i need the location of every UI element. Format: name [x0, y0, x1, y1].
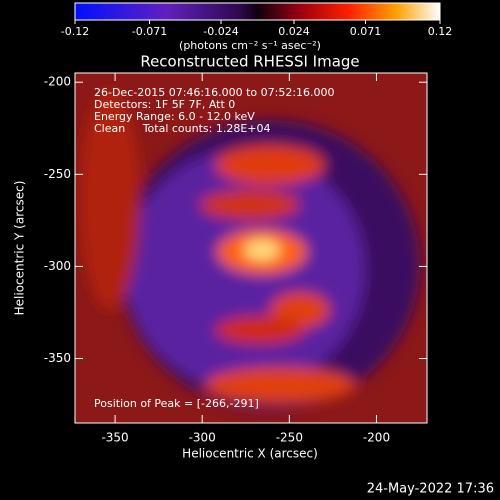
x-tick-label: -350: [101, 431, 128, 445]
y-tick-label: -300: [44, 259, 71, 273]
x-tick-label: -200: [363, 431, 390, 445]
x-axis-label: Heliocentric X (arcsec): [182, 447, 318, 461]
colorbar-tick-label: -0.071: [132, 25, 167, 38]
plot-frame: [74, 72, 428, 424]
colorbar-tick-label: -0.024: [203, 25, 238, 38]
image: [75, 73, 427, 423]
y-tick-label: -350: [44, 351, 71, 365]
annotations: 26-Dec-2015 07:46:16.000 to 07:52:16.000…: [94, 86, 335, 135]
colorbar-tick-label: -0.12: [61, 25, 89, 38]
y-tick-label: -250: [44, 167, 71, 181]
annotation: 26-Dec-2015 07:46:16.000 to 07:52:16.000: [94, 86, 335, 99]
y-tick-label: -200: [44, 75, 71, 89]
colorbar-tick-label: 0.071: [350, 25, 382, 38]
peak-label: Position of Peak = [-266,-291]: [94, 397, 259, 410]
colorbar-tick-label: 0.12: [428, 25, 453, 38]
colorbar-tick-label: 0.024: [278, 25, 310, 38]
timestamp: 24-May-2022 17:36: [367, 482, 494, 497]
colorbar-units: (photons cm⁻² s⁻¹ asec⁻²): [179, 39, 321, 52]
annotation: Energy Range: 6.0 - 12.0 keV: [94, 110, 255, 123]
x-tick-label: -300: [189, 431, 216, 445]
x-tick-label: -250: [276, 431, 303, 445]
chart-title: Reconstructed RHESSI Image: [140, 53, 359, 71]
y-axis-label: Heliocentric Y (arcsec): [13, 181, 27, 316]
annotation: Detectors: 1F 5F 7F, Att 0: [94, 98, 235, 111]
colorbar: [74, 2, 441, 21]
annotation: Clean Total counts: 1.28E+04: [94, 122, 271, 135]
